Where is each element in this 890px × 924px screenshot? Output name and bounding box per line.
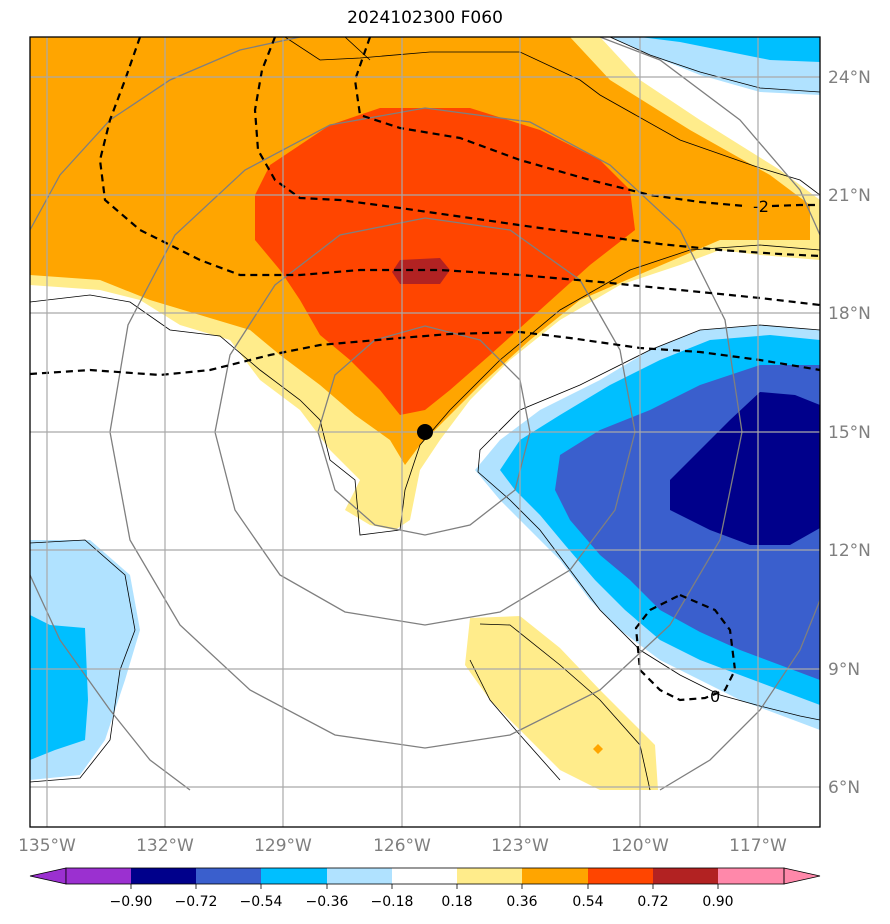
storm-center-marker — [417, 424, 433, 440]
colorbar-tick-label: −0.36 — [306, 894, 349, 910]
colorbar-swatch — [327, 868, 393, 884]
lon-tick-label: 126°W — [373, 836, 431, 856]
colorbar-swatch — [66, 868, 132, 884]
lat-tick-label: 9°N — [828, 660, 860, 680]
anomaly-fill-deep-sky-blue-ne — [640, 37, 820, 62]
anomaly-fill-orange-red — [255, 108, 635, 415]
colorbar-tick-label: 0.36 — [506, 894, 537, 910]
lat-tick-label: 6°N — [828, 778, 860, 798]
lon-tick-label: 129°W — [254, 836, 312, 856]
colorbar-swatch — [392, 868, 458, 884]
lon-tick-label: 135°W — [18, 836, 76, 856]
lon-tick-label: 120°W — [611, 836, 669, 856]
colorbar-swatch — [588, 868, 654, 884]
lon-tick-labels: 135°W 132°W 129°W 126°W 123°W 120°W 117°… — [18, 836, 787, 856]
map-frame — [29, 36, 821, 828]
colorbar-swatch — [261, 868, 328, 884]
gridlines — [30, 37, 820, 827]
colorbar-tick-label: 0.54 — [572, 894, 603, 910]
colorbar-swatch — [522, 868, 589, 884]
lat-tick-labels: 6°N 9°N 12°N 15°N 18°N 21°N 24°N — [828, 68, 871, 798]
colorbar-swatch — [457, 868, 523, 884]
colorbar-tick-label: −0.54 — [240, 894, 283, 910]
anomaly-fill-light-yellow-south — [465, 616, 658, 790]
lat-tick-label: 24°N — [828, 68, 871, 88]
colorbar-swatch — [196, 868, 262, 884]
lat-tick-label: 21°N — [828, 186, 871, 206]
anomaly-fill-navy — [670, 392, 820, 545]
anomaly-fill-deep-sky-blue-west — [30, 615, 88, 760]
colorbar-tick-label: −0.18 — [371, 894, 414, 910]
lon-tick-label: 117°W — [729, 836, 787, 856]
anomaly-fill-orange-dot — [593, 744, 603, 754]
lon-tick-label: 132°W — [136, 836, 194, 856]
colorbar-frame — [65, 867, 785, 885]
colorbar-over-arrow — [783, 867, 821, 885]
colorbar-tick-label: 0.72 — [637, 894, 668, 910]
colorbar-tick-label: −0.90 — [110, 894, 153, 910]
lat-tick-label: 12°N — [828, 541, 871, 561]
map-title: 2024102300 F060 — [347, 8, 503, 28]
lat-tick-label: 18°N — [828, 304, 871, 324]
map-area: -2 0 — [30, 37, 820, 827]
lat-tick-label: 15°N — [828, 423, 871, 443]
contour-label-neg2: -2 — [753, 197, 769, 216]
colorbar-tick-label: −0.72 — [175, 894, 218, 910]
contour-label-zero: 0 — [710, 687, 720, 706]
thin-contours — [30, 37, 820, 791]
lon-tick-label: 123°W — [491, 836, 549, 856]
colorbar: −0.90 −0.72 −0.54 −0.36 −0.18 0.18 0.36 … — [29, 867, 821, 910]
colorbar-swatch — [653, 868, 719, 884]
colorbar-tick-label: 0.18 — [441, 894, 472, 910]
range-rings — [30, 37, 820, 791]
colorbar-swatch — [131, 868, 197, 884]
colorbar-under-arrow — [29, 867, 67, 885]
colorbar-tick-label: 0.90 — [702, 894, 733, 910]
colorbar-swatch — [718, 868, 784, 884]
